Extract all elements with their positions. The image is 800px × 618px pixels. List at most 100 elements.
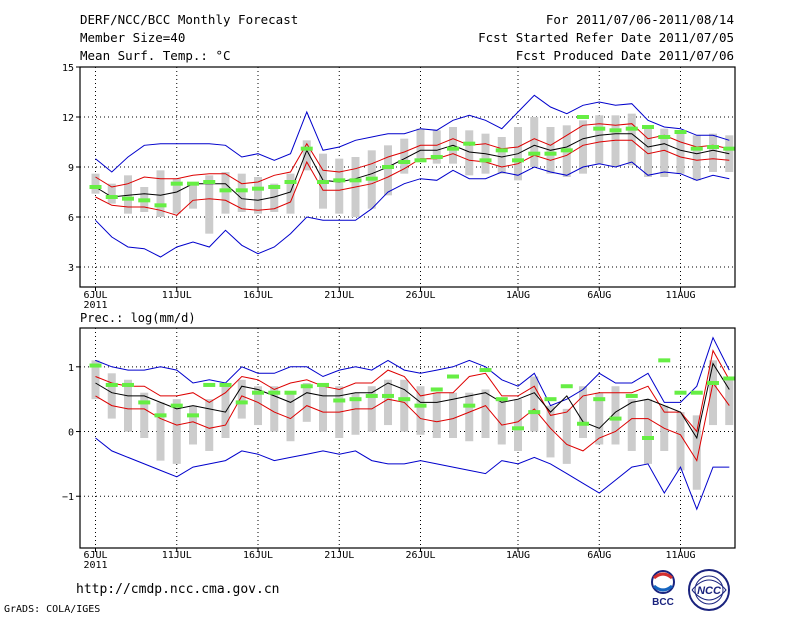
median-mark bbox=[577, 115, 589, 119]
grads-credit: GrADS: COLA/IGES bbox=[4, 604, 101, 615]
spread-box bbox=[107, 183, 116, 204]
median-mark bbox=[479, 368, 492, 373]
spread-box bbox=[140, 392, 149, 438]
spread-box bbox=[237, 173, 246, 212]
median-mark bbox=[609, 128, 622, 133]
spread-box bbox=[465, 392, 474, 442]
x-tick-label: 6JUL bbox=[83, 290, 107, 301]
median-mark bbox=[268, 185, 281, 189]
median-mark bbox=[658, 358, 671, 363]
median-mark bbox=[187, 413, 199, 418]
spread-box bbox=[254, 386, 262, 426]
x-tick-label: 11AUG bbox=[665, 290, 695, 301]
spread-box bbox=[189, 405, 197, 445]
median-mark bbox=[300, 146, 313, 151]
median-mark bbox=[560, 148, 573, 153]
median-mark bbox=[105, 195, 118, 199]
median-mark bbox=[333, 398, 346, 403]
spread-box bbox=[644, 399, 652, 464]
x-tick-label: 2011 bbox=[83, 300, 107, 311]
spread-box bbox=[497, 137, 506, 174]
fcst-produced-date: Fcst Produced Date 2011/07/06 bbox=[515, 48, 734, 63]
median-mark bbox=[89, 185, 102, 189]
median-mark bbox=[723, 146, 736, 151]
median-mark bbox=[203, 180, 216, 184]
median-mark bbox=[317, 382, 329, 387]
median-mark bbox=[333, 178, 346, 183]
spread-box bbox=[432, 392, 441, 438]
median-mark bbox=[235, 188, 248, 193]
spread-box bbox=[644, 125, 652, 177]
spread-box bbox=[725, 376, 734, 426]
median-mark bbox=[707, 145, 719, 149]
spread-box bbox=[286, 392, 295, 442]
spread-box bbox=[562, 408, 571, 464]
median-mark bbox=[187, 181, 199, 186]
x-tick-label: 21JUL bbox=[324, 550, 354, 561]
median-mark bbox=[122, 196, 134, 201]
ncc-logo-text: NCC bbox=[697, 585, 722, 597]
series-mean bbox=[95, 362, 730, 440]
median-mark bbox=[414, 403, 427, 408]
x-tick-label: 11AUG bbox=[665, 550, 695, 561]
median-mark bbox=[203, 382, 216, 387]
spread-box bbox=[416, 386, 425, 435]
median-mark bbox=[398, 160, 411, 164]
x-tick-label: 6AUG bbox=[587, 290, 611, 301]
series-mean bbox=[95, 133, 730, 201]
spread-box bbox=[709, 133, 717, 172]
x-tick-label: 11JUL bbox=[162, 550, 192, 561]
series-max bbox=[95, 94, 730, 173]
median-mark bbox=[593, 397, 606, 402]
median-mark bbox=[463, 403, 476, 408]
bcc-logo-text: BCC bbox=[652, 597, 674, 608]
median-mark bbox=[593, 126, 606, 131]
spread-box bbox=[156, 402, 165, 461]
median-mark bbox=[674, 390, 687, 395]
series-max bbox=[95, 336, 730, 407]
median-mark bbox=[317, 180, 329, 184]
median-mark bbox=[642, 125, 654, 129]
plot-frame bbox=[79, 66, 736, 288]
series-upper bbox=[95, 349, 730, 433]
median-mark bbox=[122, 382, 134, 387]
median-mark bbox=[658, 135, 671, 139]
variable-label: Mean Surf. Temp.: °C bbox=[80, 48, 231, 63]
y-tick-label: 12 bbox=[62, 113, 74, 124]
spread-box bbox=[91, 173, 100, 194]
spread-box bbox=[205, 399, 214, 451]
spread-box bbox=[107, 373, 116, 419]
median-mark bbox=[252, 186, 264, 191]
y-tick-label: −1 bbox=[62, 492, 74, 503]
spread-box bbox=[124, 175, 132, 214]
median-mark bbox=[138, 400, 151, 405]
spread-box bbox=[156, 170, 165, 217]
spread-box bbox=[432, 130, 441, 164]
median-mark bbox=[479, 158, 492, 163]
x-tick-label: 16JUL bbox=[243, 550, 273, 561]
y-tick-label: 9 bbox=[68, 163, 74, 174]
ncc-logo: NCC bbox=[686, 568, 732, 616]
footer-url[interactable]: http://cmdp.ncc.cma.gov.cn bbox=[76, 582, 280, 597]
spread-box bbox=[611, 386, 620, 445]
median-mark bbox=[447, 374, 459, 379]
median-mark bbox=[89, 363, 102, 368]
median-mark bbox=[219, 382, 232, 387]
spread-box bbox=[595, 392, 604, 445]
median-mark bbox=[625, 393, 638, 398]
x-tick-label: 16JUL bbox=[243, 290, 273, 301]
median-mark bbox=[382, 393, 394, 398]
series-lower bbox=[95, 381, 730, 462]
median-mark bbox=[138, 198, 151, 203]
x-tick-label: 6AUG bbox=[587, 550, 611, 561]
spread-box bbox=[172, 399, 181, 464]
x-tick-label: 11JUL bbox=[162, 290, 192, 301]
median-mark bbox=[690, 390, 703, 395]
spread-box bbox=[692, 415, 701, 490]
series-lower bbox=[95, 139, 730, 216]
spread-box bbox=[302, 140, 311, 171]
median-mark bbox=[154, 203, 167, 208]
